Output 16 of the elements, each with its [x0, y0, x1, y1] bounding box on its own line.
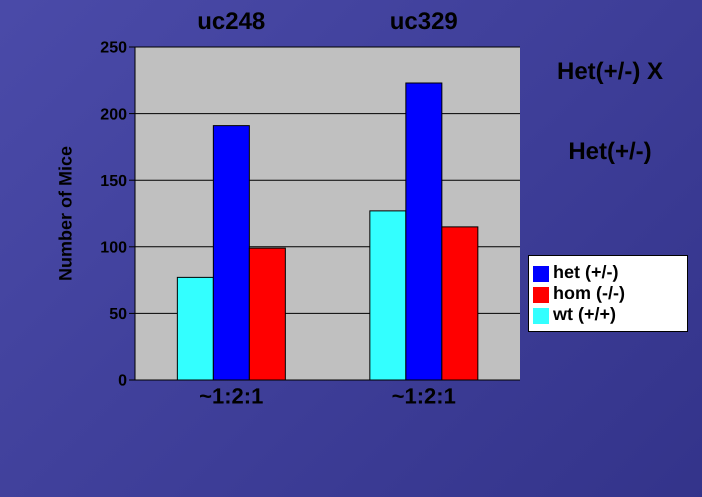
legend-label: hom (-/-)	[553, 283, 625, 303]
legend-label: wt (+/+)	[553, 304, 616, 324]
text: Het(+/-)	[567, 138, 653, 166]
y-tick-label: 150	[100, 172, 128, 190]
y-tick-label: 200	[100, 106, 128, 124]
y-tick-label: 50	[109, 306, 128, 324]
x-tick-label: ~1:2:1	[199, 384, 264, 409]
y-tick-label: 250	[100, 40, 128, 57]
text: uc329	[388, 8, 459, 36]
text: uc248	[196, 8, 266, 36]
legend-label: het (+/-)	[553, 262, 618, 282]
x-tick-label: ~1:2:1	[392, 384, 456, 409]
text: Het(+/-) X	[556, 58, 664, 86]
y-tick-label: 0	[118, 372, 128, 390]
y-axis-title: Number of Mice	[55, 146, 76, 282]
y-tick-label: 100	[100, 239, 128, 256]
